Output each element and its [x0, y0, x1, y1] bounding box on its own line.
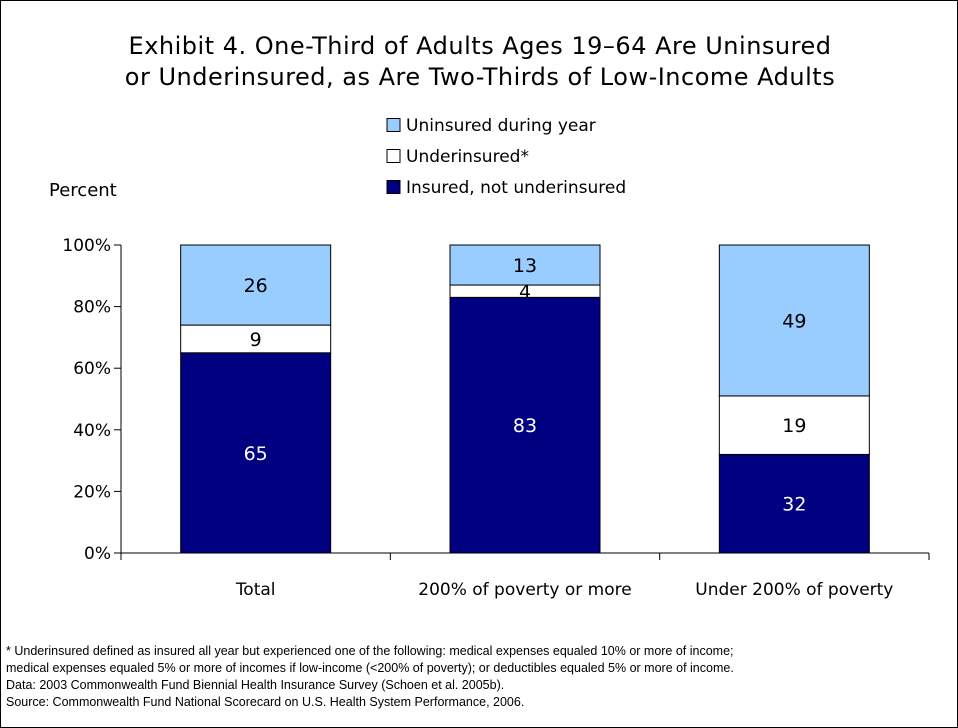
x-tick-label-under-200-of-poverty: Under 200% of poverty — [695, 580, 893, 600]
bar-under-200-of-poverty-uninsured-during-year — [718, 244, 870, 397]
bar-under-200-of-poverty-underinsured — [718, 395, 870, 455]
data-label-under-200-of-poverty-underinsured: 19 — [782, 415, 806, 437]
data-label-under-200-of-poverty-uninsured-during-year: 49 — [782, 310, 806, 332]
y-axis-label: Percent — [49, 180, 117, 201]
data-label-total-uninsured-during-year: 26 — [244, 275, 268, 297]
x-tick-label-200-of-poverty-or-more: 200% of poverty or more — [418, 580, 631, 600]
data-label-200-of-poverty-or-more-underinsured: 4 — [519, 281, 531, 303]
stacked-bar-chart: Uninsured during year Underinsured* Insure… — [49, 116, 930, 600]
y-tick-label-40: 40% — [73, 421, 111, 441]
footnote-source: Source: Commonwealth Fund National Score… — [6, 695, 525, 709]
legend-swatch-uninsured-during-year — [386, 118, 401, 132]
bar-under-200-of-poverty-insured-not-underinsured — [718, 453, 870, 554]
legend-label-underinsured: Underinsured* — [406, 147, 529, 167]
y-tick-label-100: 100% — [62, 236, 111, 256]
legend-label-uninsured-during-year: Uninsured during year — [406, 116, 596, 136]
y-tick-label-60: 60% — [73, 359, 111, 379]
chart-title-line-1: Exhibit 4. One-Third of Adults Ages 19–6… — [128, 32, 832, 60]
data-label-200-of-poverty-or-more-insured-not-underinsured: 83 — [513, 415, 537, 437]
data-label-total-insured-not-underinsured: 65 — [244, 443, 268, 465]
data-label-under-200-of-poverty-insured-not-underinsured: 32 — [782, 494, 806, 516]
chart-title: Exhibit 4. One-Third of Adults Ages 19–6… — [1, 31, 957, 93]
data-label-200-of-poverty-or-more-uninsured-during-year: 13 — [513, 255, 537, 277]
bar-200-of-poverty-or-more-uninsured-during-year — [449, 244, 601, 286]
y-tick-label-0: 0% — [84, 544, 111, 564]
footnote-underinsured-definition-1: * Underinsured defined as insured all ye… — [6, 644, 734, 658]
footnotes: * Underinsured defined as insured all ye… — [6, 643, 956, 711]
x-tick-label-total: Total — [235, 580, 276, 600]
legend-swatch-underinsured — [386, 149, 401, 163]
legend-swatch-insured-not-underinsured — [386, 180, 401, 194]
y-tick-label-20: 20% — [73, 482, 111, 502]
footnote-data-source: Data: 2003 Commonwealth Fund Biennial He… — [6, 678, 505, 692]
footnote-underinsured-definition-2: medical expenses equaled 5% or more of i… — [6, 661, 734, 675]
chart-title-line-2: or Underinsured, as Are Two-Thirds of Lo… — [124, 63, 836, 91]
bar-200-of-poverty-or-more-insured-not-underinsured — [449, 296, 601, 554]
data-label-total-underinsured: 9 — [250, 329, 262, 351]
y-tick-label-80: 80% — [73, 298, 111, 318]
legend-label-insured-not-underinsured: Insured, not underinsured — [406, 178, 626, 198]
bar-total-uninsured-during-year — [180, 244, 332, 326]
